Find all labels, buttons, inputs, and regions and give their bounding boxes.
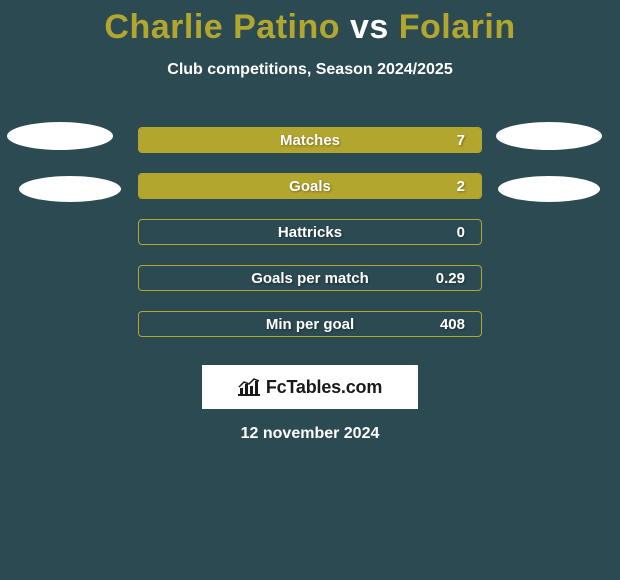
subtitle: Club competitions, Season 2024/2025 (0, 61, 620, 79)
stat-value-right: 0.29 (436, 270, 465, 287)
decorative-oval (19, 176, 121, 202)
comparison-title: Charlie Patino vs Folarin (0, 0, 620, 47)
decorative-oval (7, 122, 113, 150)
stat-value-right: 2 (457, 178, 465, 195)
stat-bar: Min per goal (138, 311, 482, 337)
stat-label: Hattricks (139, 220, 481, 244)
stat-label: Goals per match (139, 266, 481, 290)
date-text: 12 november 2024 (0, 425, 620, 443)
player2-name: Folarin (399, 8, 516, 46)
stat-value-right: 408 (440, 316, 465, 333)
stat-row: Min per goal408 (0, 301, 620, 347)
stat-row: Goals per match0.29 (0, 255, 620, 301)
decorative-oval (496, 122, 602, 150)
brand-box: FcTables.com (202, 365, 418, 409)
stat-value-right: 7 (457, 132, 465, 149)
stats-container: Matches7Goals2Hattricks0Goals per match0… (0, 117, 620, 347)
stat-label: Min per goal (139, 312, 481, 336)
stat-label: Matches (139, 128, 481, 152)
brand-text: FcTables.com (266, 377, 382, 398)
stat-bar: Goals (138, 173, 482, 199)
decorative-oval (498, 176, 600, 202)
stat-bar: Goals per match (138, 265, 482, 291)
chart-icon (238, 378, 260, 396)
stat-value-right: 0 (457, 224, 465, 241)
stat-row: Hattricks0 (0, 209, 620, 255)
player1-name: Charlie Patino (104, 8, 340, 46)
vs-text: vs (350, 8, 389, 46)
stat-bar: Hattricks (138, 219, 482, 245)
stat-bar: Matches (138, 127, 482, 153)
stat-label: Goals (139, 174, 481, 198)
